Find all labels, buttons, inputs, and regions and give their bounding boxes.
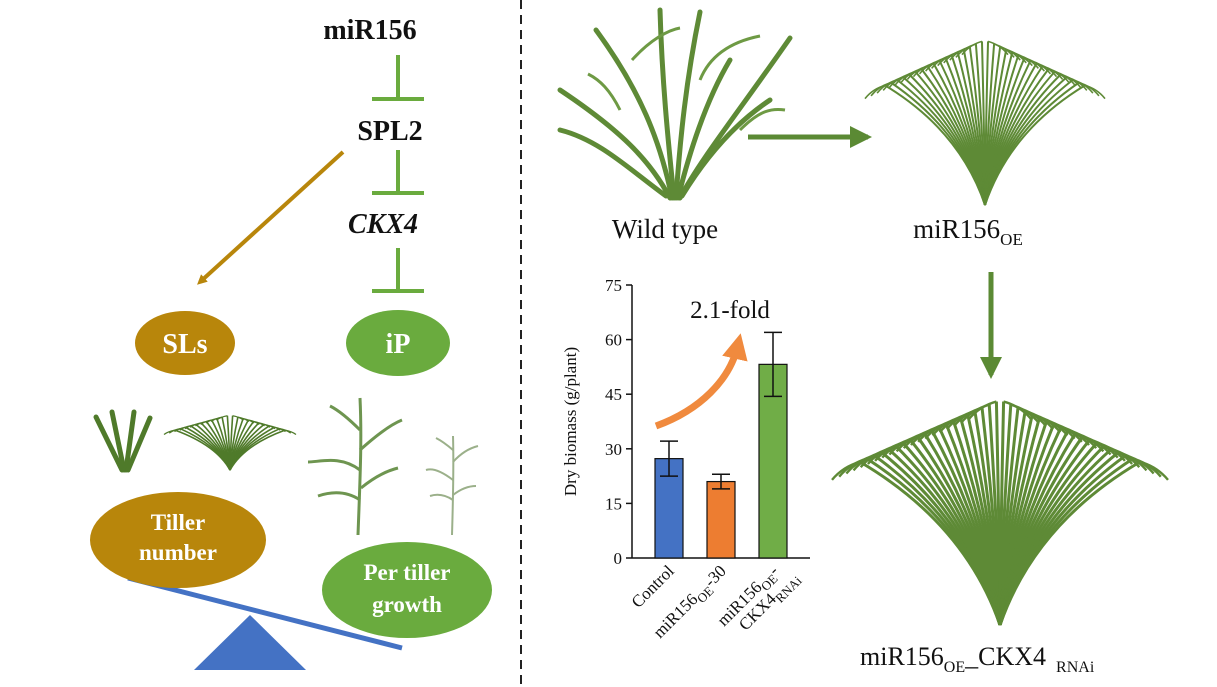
y-tick-label: 60 bbox=[605, 331, 622, 350]
gene-mir156: miR156 bbox=[323, 15, 416, 46]
error-bar-2 bbox=[764, 331, 782, 398]
per-tiller-growth-ellipse bbox=[322, 542, 492, 638]
mir156oe-ckx4rnai-plant-illustration bbox=[831, 400, 1169, 626]
sls-label: SLs bbox=[162, 329, 207, 360]
inhibition-mir156-spl2 bbox=[372, 55, 424, 101]
tiller-number-line2: number bbox=[139, 540, 217, 565]
wild-type-plant-leaves bbox=[587, 26, 786, 132]
y-tick-label: 45 bbox=[605, 385, 622, 404]
tiller-number-ellipse bbox=[90, 492, 266, 588]
mir156oe-label: miR156OE bbox=[913, 214, 1023, 249]
y-tick-label: 75 bbox=[605, 276, 622, 295]
combo-label: miR156OE_CKX4 RNAi bbox=[860, 642, 1095, 676]
few-tillers-plant-icon bbox=[93, 409, 153, 473]
sls-ellipse bbox=[135, 311, 235, 375]
bushy-plant-icon bbox=[163, 415, 297, 471]
wild-type-label: Wild type bbox=[612, 214, 718, 244]
tiller-number-line1: Tiller bbox=[151, 510, 206, 535]
fold-change-arrow bbox=[654, 333, 748, 430]
thin-plant-icon bbox=[425, 435, 479, 536]
gene-ckx4: CKX4 bbox=[348, 209, 418, 240]
y-tick-label: 15 bbox=[605, 494, 622, 513]
ip-label: iP bbox=[386, 329, 411, 360]
seesaw-beam bbox=[127, 575, 403, 651]
y-tick-label: 0 bbox=[614, 549, 623, 568]
seesaw-fulcrum bbox=[194, 615, 306, 670]
fold-change-annotation: 2.1-fold bbox=[690, 297, 770, 324]
error-bar-0 bbox=[660, 440, 678, 477]
y-axis-label: Dry biomass (g/plant) bbox=[561, 347, 580, 496]
gene-spl2: SPL2 bbox=[357, 116, 422, 147]
y-tick-label: 30 bbox=[605, 440, 622, 459]
error-bar-1 bbox=[712, 473, 730, 490]
x-category-label-0: Control bbox=[628, 561, 678, 611]
per-tiller-growth-line1: Per tiller bbox=[363, 560, 450, 585]
ip-ellipse bbox=[346, 310, 450, 376]
mir156oe-plant-illustration bbox=[864, 40, 1106, 206]
tall-plant-icon bbox=[307, 397, 403, 536]
per-tiller-growth-line2: growth bbox=[372, 592, 442, 617]
bar-1 bbox=[706, 480, 736, 559]
inhibition-spl2-ckx4 bbox=[372, 150, 424, 195]
inhibition-ckx4-ip bbox=[372, 248, 424, 293]
activation-arrow-spl2-sls bbox=[197, 150, 345, 285]
